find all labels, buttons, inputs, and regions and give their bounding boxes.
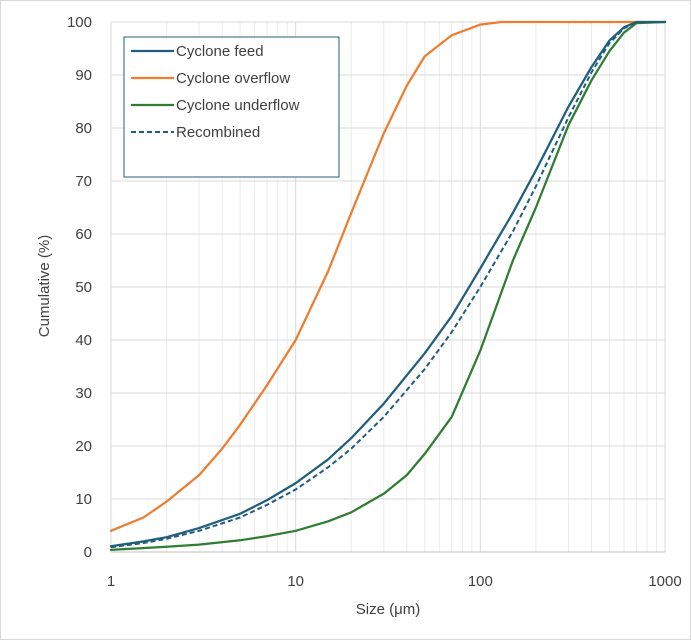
legend-label: Cyclone feed: [176, 43, 264, 60]
x-tick-label: 10: [287, 573, 304, 590]
series-line-cyclone-underflow: [109, 20, 667, 552]
series-line-recombined: [110, 21, 665, 549]
tick-labels: 1 10 100 1000 0 10 20 30 40 50 60 70 80 90 100: [67, 14, 682, 590]
grid: [110, 21, 666, 553]
x-tick-label: 1: [107, 573, 115, 590]
y-tick-label: 70: [75, 173, 92, 190]
y-tick-label: 10: [75, 491, 92, 508]
y-tick-label: 80: [75, 120, 92, 137]
legend-label: Cyclone underflow: [176, 97, 300, 114]
series-lines: [109, 20, 667, 552]
y-tick-label: 40: [75, 332, 92, 349]
y-axis-title: Cumulative (%): [36, 235, 53, 338]
legend: Cyclone feed Cyclone overflow Cyclone unde…: [123, 36, 340, 178]
y-tick-label: 50: [75, 279, 92, 296]
legend-box: [123, 36, 340, 178]
y-tick-label: 90: [75, 67, 92, 84]
y-tick-label: 30: [75, 385, 92, 402]
series-line-cyclone-feed: [109, 20, 667, 548]
x-tick-label: 1000: [648, 573, 681, 590]
legend-label: Recombined: [176, 124, 260, 141]
x-tick-label: 100: [468, 573, 493, 590]
y-tick-label: 20: [75, 438, 92, 455]
y-tick-label: 0: [84, 544, 92, 561]
x-axis-title: Size (μm): [356, 601, 420, 618]
series-line-cyclone-overflow: [109, 20, 667, 532]
legend-label: Cyclone overflow: [176, 70, 290, 87]
y-tick-label: 100: [67, 14, 92, 31]
y-tick-label: 60: [75, 226, 92, 243]
